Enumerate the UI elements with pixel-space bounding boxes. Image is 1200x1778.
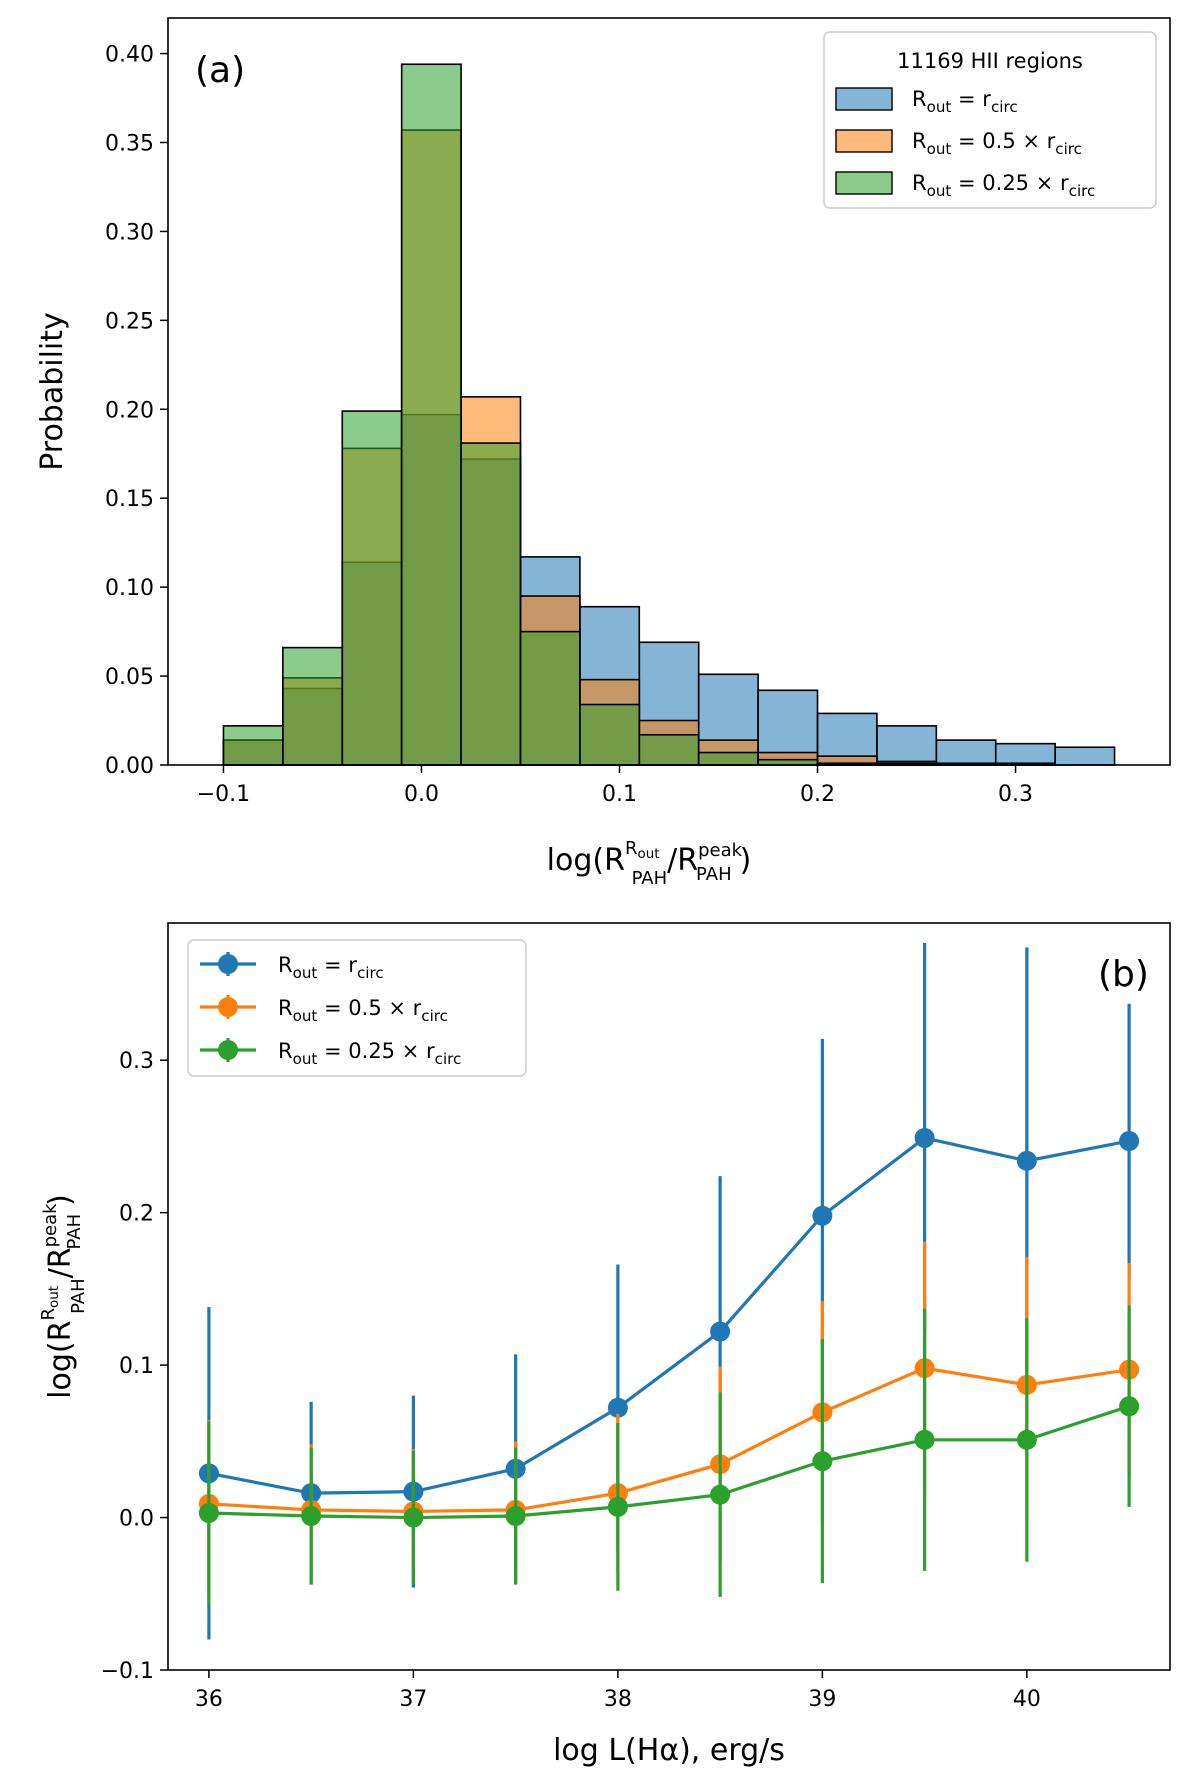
y-tick-label: 0.1 xyxy=(119,1354,154,1379)
data-point xyxy=(198,1502,219,1523)
histogram-panel: −0.1 0.0 0.1 0.2 0.3 0.00 0.05 0.10 0.15 0.20 0.25… xyxy=(35,17,1171,889)
x-axis-label: log(RRout PAH/Rpeak PAH) xyxy=(547,838,752,889)
x-tick-label: 0.1 xyxy=(602,782,637,807)
line-panel: 36 37 38 39 40 −0.1 0.0 0.1 0.2 0.3 log L(Hα), erg… xyxy=(38,922,1171,1768)
line-series-1 xyxy=(198,1241,1140,1588)
data-point xyxy=(914,1127,935,1148)
legend-label: Rout = 0.25 × rcirc xyxy=(912,171,1095,200)
data-point xyxy=(1016,1429,1037,1450)
x-tick-label: 37 xyxy=(399,1687,427,1712)
legend-swatch xyxy=(835,171,893,195)
y-tick-label: 0.40 xyxy=(105,43,154,68)
hist-bar xyxy=(876,725,938,766)
legend: 11169 HII regions Rout = rcirc Rout = 0.5 … xyxy=(823,31,1157,209)
data-point xyxy=(812,1205,833,1226)
y-tick-label: 0.3 xyxy=(119,1049,154,1074)
hist-series-2 xyxy=(222,63,938,766)
data-point xyxy=(607,1496,628,1517)
hist-bar xyxy=(460,442,522,766)
legend-label: Rout = 0.25 × rcirc xyxy=(278,1039,461,1068)
hist-bar xyxy=(519,630,581,766)
x-tick-label: 0.0 xyxy=(404,782,439,807)
hist-bar xyxy=(638,733,700,766)
hist-bar xyxy=(935,739,997,766)
data-point xyxy=(403,1507,424,1528)
y-axis-label: log(RRout PAH/Rpeak PAH) xyxy=(38,1194,89,1399)
hist-bar xyxy=(282,646,344,766)
y-tick-label: 0.30 xyxy=(105,220,154,245)
x-tick-label: 36 xyxy=(195,1687,223,1712)
series-line xyxy=(208,1404,1130,1520)
y-tick-label: 0.2 xyxy=(119,1202,154,1227)
y-tick-label: 0.35 xyxy=(105,132,154,157)
y-tick-label: 0.15 xyxy=(105,487,154,512)
hist-bar xyxy=(994,742,1056,766)
plot-frame xyxy=(167,922,1171,1671)
legend-marker xyxy=(218,1040,238,1060)
x-tick-label: −0.1 xyxy=(197,782,250,807)
x-tick-label: 39 xyxy=(808,1687,836,1712)
legend-swatch xyxy=(835,87,893,111)
legend-box xyxy=(187,939,527,1077)
x-tick-label: 0.3 xyxy=(998,782,1033,807)
x-axis-label: log L(Hα), erg/s xyxy=(553,1733,785,1768)
line-series-2 xyxy=(198,1305,1140,1605)
hist-bar xyxy=(579,703,641,766)
y-tick-label: 0.0 xyxy=(119,1507,154,1532)
data-point xyxy=(1119,1396,1140,1417)
hist-bar xyxy=(341,410,403,766)
legend-marker xyxy=(218,997,238,1017)
data-point xyxy=(914,1429,935,1450)
y-tick-label: 0.05 xyxy=(105,665,154,690)
x-tick-label: 0.2 xyxy=(800,782,835,807)
y-tick-label: 0.20 xyxy=(105,398,154,423)
data-point xyxy=(1016,1150,1037,1171)
hist-bar xyxy=(400,63,462,766)
data-point xyxy=(607,1397,628,1418)
legend-title: 11169 HII regions xyxy=(897,49,1083,73)
data-point xyxy=(505,1506,526,1527)
hist-bar xyxy=(1054,746,1116,766)
data-point xyxy=(812,1451,833,1472)
y-axis-label: Probability xyxy=(35,312,70,471)
x-tick-label: 38 xyxy=(604,1687,632,1712)
panel-label: (a) xyxy=(195,50,245,91)
legend-label: Rout = 0.5 × rcirc xyxy=(278,996,448,1025)
y-tick-label: 0.25 xyxy=(105,309,154,334)
legend-label: Rout = 0.5 × rcirc xyxy=(912,129,1082,158)
hist-bar xyxy=(697,751,759,766)
series-line xyxy=(208,1366,1130,1514)
hist-bar xyxy=(757,758,819,766)
legend-marker xyxy=(218,954,238,974)
legend: Rout = rcirc Rout = 0.5 × rcirc Rout = 0.2… xyxy=(187,939,527,1077)
panel-label: (b) xyxy=(1098,954,1149,995)
legend-box xyxy=(823,31,1157,209)
hist-bar xyxy=(222,725,284,766)
legend-swatch xyxy=(835,129,893,153)
legend-label: Rout = rcirc xyxy=(278,953,384,982)
x-tick-label: 40 xyxy=(1013,1687,1041,1712)
data-point xyxy=(1119,1131,1140,1152)
series-line xyxy=(208,1136,1130,1495)
legend-label: Rout = rcirc xyxy=(912,87,1018,116)
data-point xyxy=(710,1484,731,1505)
data-point xyxy=(710,1321,731,1342)
y-tick-label: −0.1 xyxy=(101,1659,154,1684)
data-point xyxy=(301,1506,322,1527)
y-tick-label: 0.10 xyxy=(105,576,154,601)
plot-frame xyxy=(167,17,1171,766)
y-tick-label: 0.00 xyxy=(105,754,154,779)
